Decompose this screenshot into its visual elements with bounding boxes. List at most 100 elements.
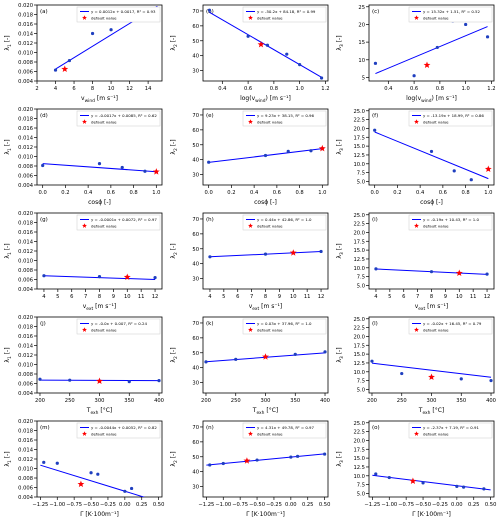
y-tick-label: 30 <box>192 381 199 387</box>
y-tick-label: 10.0 <box>353 162 365 168</box>
data-point <box>296 455 299 458</box>
y-tick-label: 12.5 <box>353 361 365 367</box>
y-tick-label: 0.020 <box>18 315 33 321</box>
chart-panel-o: 5.07.510.012.515.017.520.022.525.0−1.25−… <box>333 418 499 522</box>
data-point <box>323 350 326 353</box>
x-tick-label: 11 <box>304 294 311 300</box>
x-tick-label: 200 <box>35 398 45 404</box>
x-tick-label: 250 <box>231 398 241 404</box>
x-tick-label: 0.00 <box>285 502 297 508</box>
y-axis-label: λ1 [-] <box>4 347 13 362</box>
y-axis-label: λ2 [-] <box>170 139 179 154</box>
data-point <box>234 358 237 361</box>
y-tick-label: 15.0 <box>353 456 365 462</box>
y-tick-label: 0.016 <box>18 126 33 132</box>
data-point <box>388 476 391 479</box>
x-tick-label: 0.0 <box>371 190 379 196</box>
data-point <box>289 455 292 458</box>
data-point <box>96 473 99 476</box>
x-tick-label: 2 <box>35 86 38 92</box>
y-axis-label: λ2 [-] <box>170 243 179 258</box>
y-axis-label: λ1 [-] <box>4 139 13 154</box>
x-tick-label: 9 <box>444 294 447 300</box>
y-tick-label: 0.006 <box>18 278 33 284</box>
y-tick-label: 30 <box>192 277 199 283</box>
y-tick-label: 0.020 <box>18 3 33 9</box>
x-tick-label: 0.25 <box>468 502 480 508</box>
data-point <box>320 76 323 79</box>
x-tick-label: −0.75 <box>398 502 414 508</box>
y-tick-label: 0.010 <box>18 467 33 473</box>
x-tick-label: 11 <box>138 294 145 300</box>
x-tick-label: −0.75 <box>232 502 248 508</box>
data-point <box>247 35 250 38</box>
data-point <box>413 74 416 77</box>
legend-fit-label: y = 9.23x + 38.15, R² = 0.96 <box>257 113 315 118</box>
x-axis-label: vext [m s⁻¹] <box>415 303 449 312</box>
data-point <box>68 379 71 382</box>
x-tick-label: 5 <box>56 294 59 300</box>
y-tick-label: 20.0 <box>353 438 365 444</box>
x-tick-label: 14 <box>145 86 152 92</box>
data-point <box>266 44 269 47</box>
legend-fit-label: y = -0.02x + 16.45, R² = 0.79 <box>423 321 482 326</box>
x-tick-label: 10 <box>290 294 297 300</box>
panel-label: (e) <box>206 113 214 119</box>
y-tick-label: 0.018 <box>18 221 33 227</box>
y-tick-label: 25 <box>358 5 365 11</box>
y-tick-label: 50 <box>192 247 199 253</box>
y-axis-label: λ3 [-] <box>336 451 345 466</box>
y-tick-label: 0.018 <box>18 117 33 123</box>
y-tick-label: 0.018 <box>18 325 33 331</box>
x-axis-label: log(vwind) [m s⁻¹] <box>406 95 457 104</box>
y-tick-label: 0.016 <box>18 438 33 444</box>
x-tick-label: 4 <box>374 294 378 300</box>
legend-fit-label: y = -0.0x + 0.007, R² = 0.24 <box>91 321 147 326</box>
x-tick-label: 400 <box>154 398 164 404</box>
data-point <box>207 161 210 164</box>
x-tick-label: 350 <box>290 398 300 404</box>
data-point <box>309 149 312 152</box>
y-tick-label: 0.014 <box>18 136 34 142</box>
legend-fit-label: y = -0.0044x + 0.0052, R² = 0.82 <box>91 425 157 430</box>
data-point <box>453 169 456 172</box>
x-tick-label: 0.8 <box>461 190 469 196</box>
y-tick-label: 5 <box>362 75 365 81</box>
data-point <box>373 129 376 132</box>
x-tick-label: 0.6 <box>439 190 447 196</box>
y-tick-label: 15.0 <box>353 248 365 254</box>
legend-default-label: default value <box>423 119 449 124</box>
data-point <box>264 154 267 157</box>
x-tick-label: 4 <box>208 294 212 300</box>
x-tick-label: −0.25 <box>432 502 448 508</box>
y-tick-label: 17.5 <box>353 239 365 245</box>
y-tick-label: 0.004 <box>18 495 34 501</box>
data-point <box>460 377 463 380</box>
data-point <box>208 9 211 12</box>
data-point <box>323 452 326 455</box>
y-tick-label: 0.004 <box>18 391 34 397</box>
y-tick-label: 30 <box>192 69 199 75</box>
legend-fit-label: y = 0.0012x + 0.0017, R² = 0.93 <box>91 9 156 14</box>
x-tick-label: 4 <box>54 86 58 92</box>
x-tick-label: −1.00 <box>49 502 65 508</box>
y-tick-label: 22.5 <box>353 430 365 436</box>
y-tick-label: 10.0 <box>353 370 365 376</box>
data-point <box>264 253 267 256</box>
y-tick-label: 60 <box>192 128 199 134</box>
y-tick-label: 0.006 <box>18 174 33 180</box>
x-tick-label: 200 <box>367 398 377 404</box>
x-tick-label: 0.6 <box>244 86 252 92</box>
y-tick-label: 0.014 <box>18 344 34 350</box>
y-tick-label: 0.004 <box>18 183 34 189</box>
x-axis-label: Γ [K·100m⁻¹] <box>412 511 451 518</box>
x-tick-label: 0.2 <box>61 190 69 196</box>
x-tick-label: 8 <box>98 294 101 300</box>
y-axis-label: λ3 [-] <box>336 35 345 50</box>
data-point <box>485 273 488 276</box>
y-tick-label: 0.006 <box>18 70 33 76</box>
y-tick-label: 0.006 <box>18 382 33 388</box>
x-tick-label: 10 <box>456 294 463 300</box>
